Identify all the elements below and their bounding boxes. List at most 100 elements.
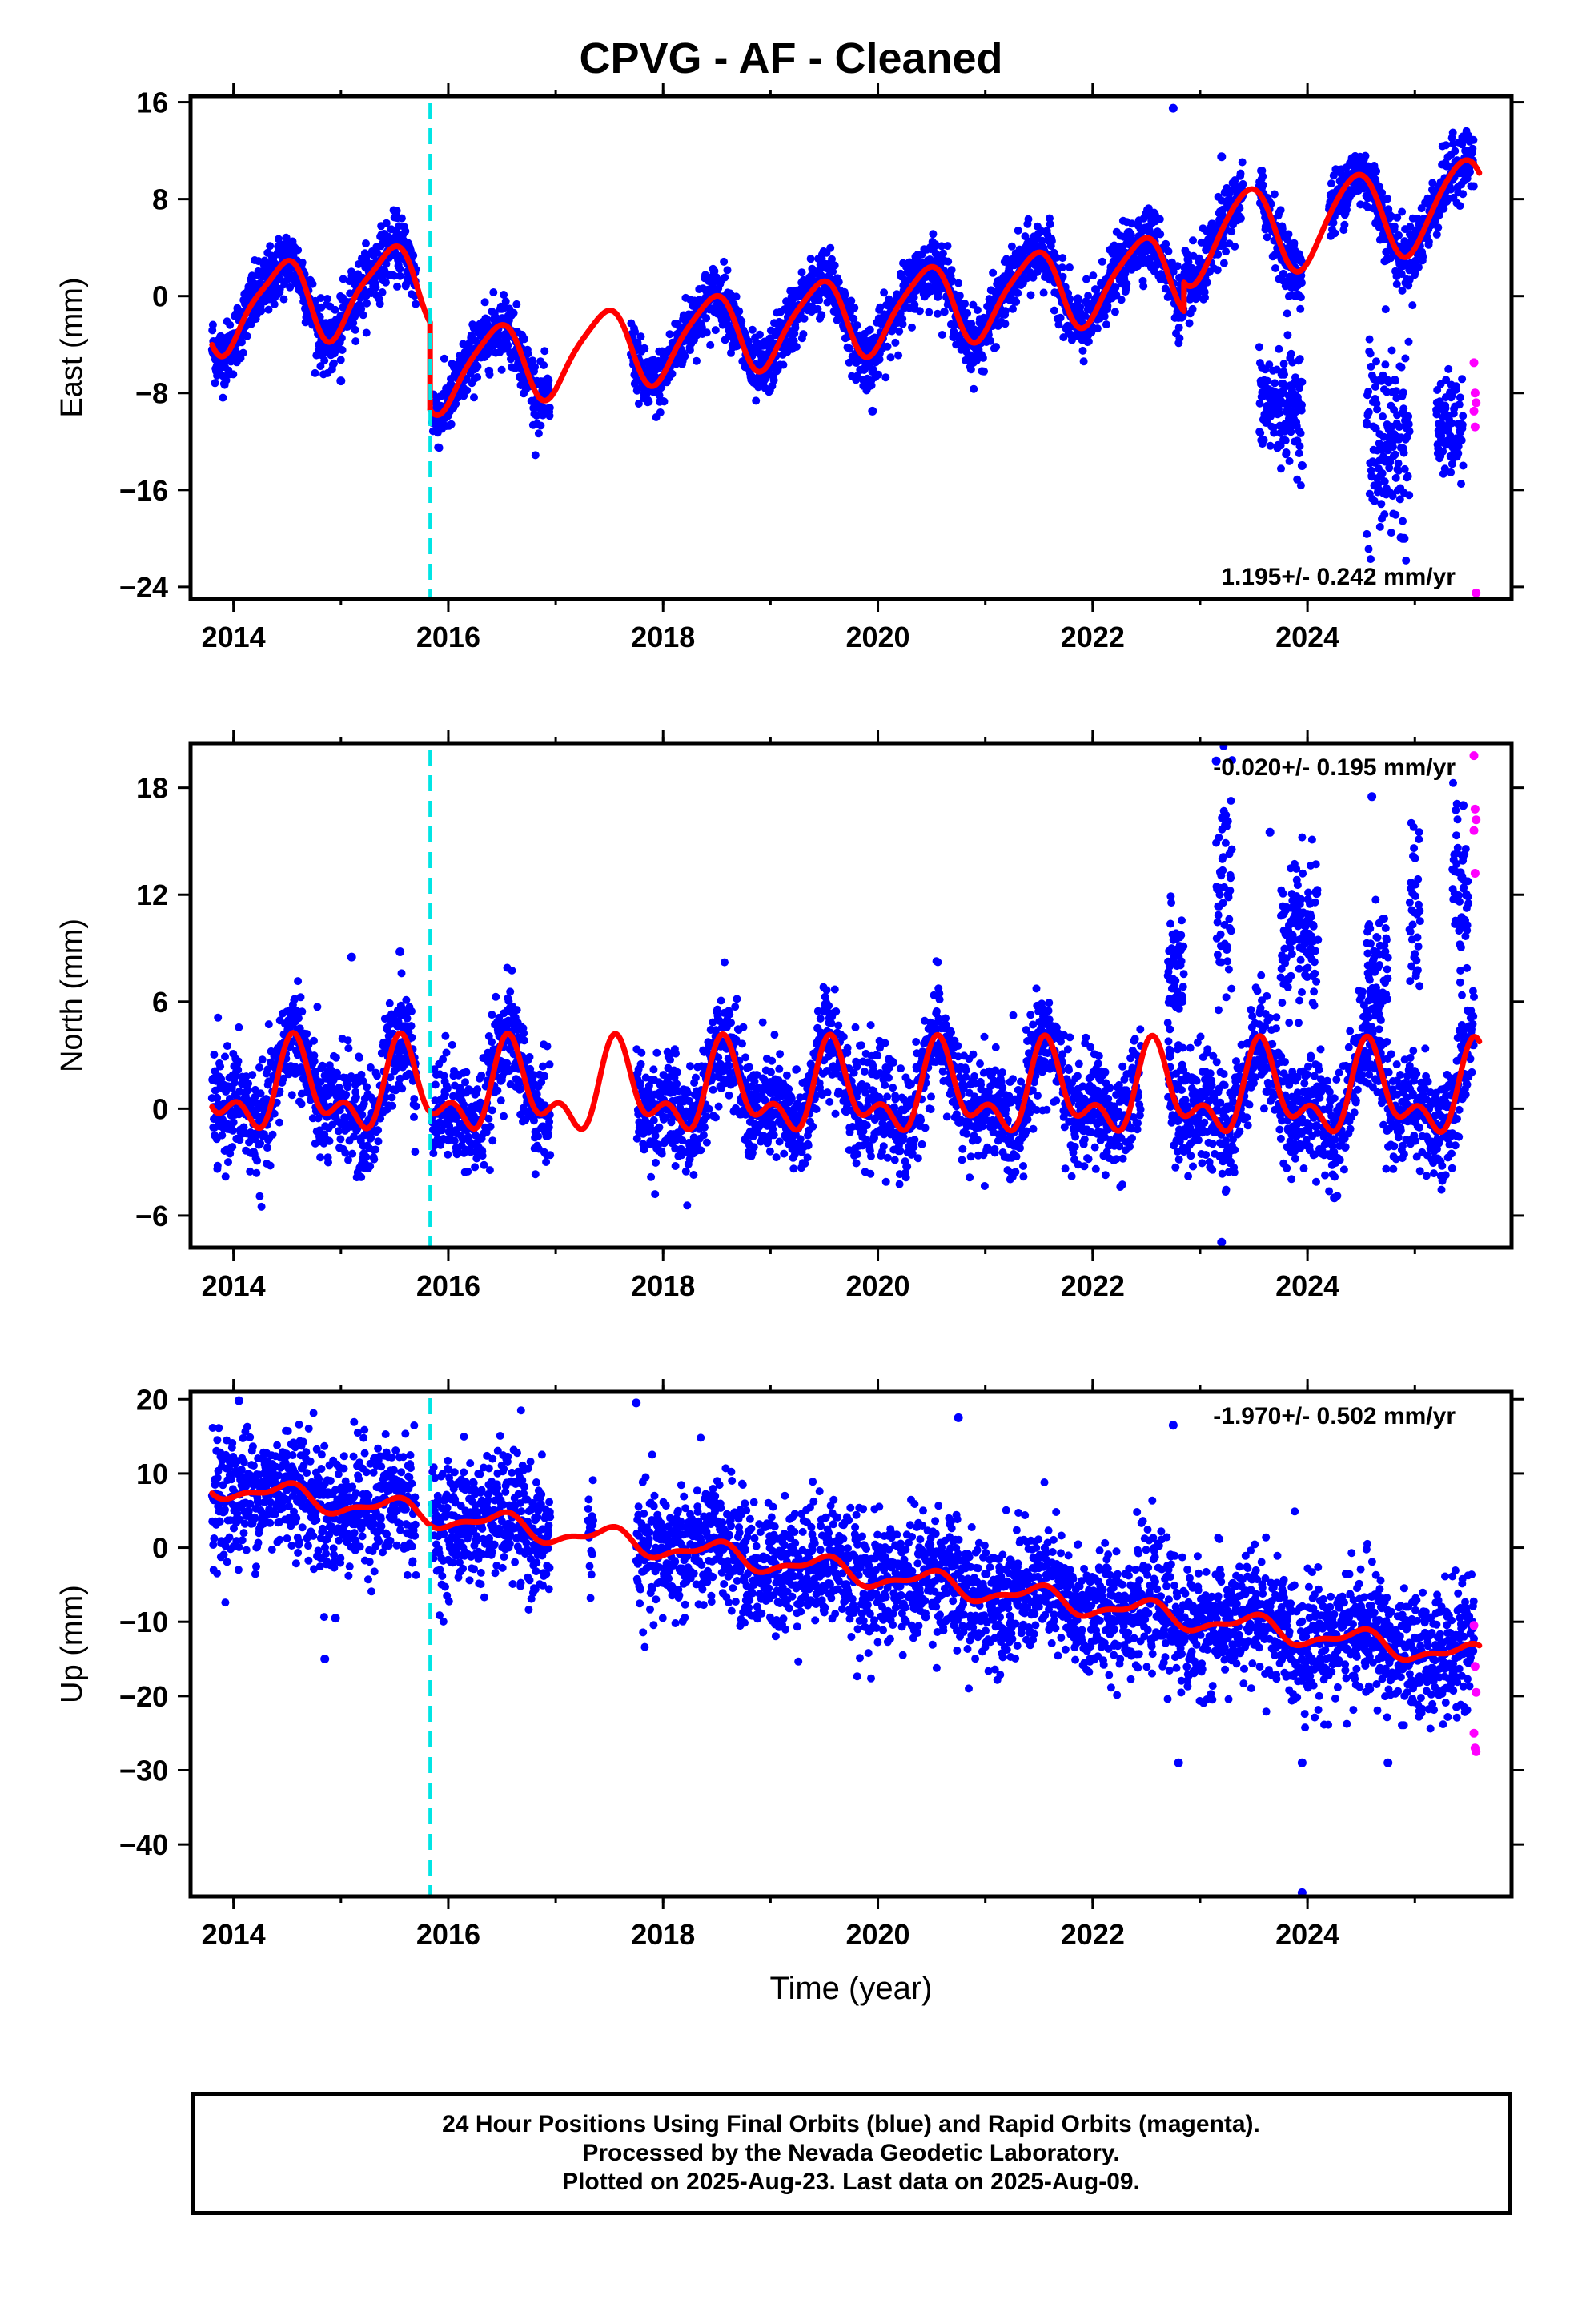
data-point — [504, 341, 512, 349]
data-point — [410, 1095, 419, 1104]
data-point — [311, 1067, 319, 1076]
x-tick-label: 2022 — [1061, 621, 1125, 653]
data-point — [392, 207, 401, 215]
data-point — [1370, 497, 1379, 505]
data-point — [263, 1144, 271, 1152]
data-point — [966, 365, 975, 374]
data-point — [1014, 226, 1022, 235]
data-point — [248, 1071, 257, 1080]
data-point — [296, 993, 305, 1002]
data-point — [1066, 295, 1074, 304]
data-point — [350, 1132, 358, 1141]
data-point — [387, 1093, 396, 1102]
data-point — [390, 271, 399, 280]
data-point — [308, 279, 317, 288]
data-point — [216, 1062, 225, 1071]
data-point — [1082, 275, 1090, 283]
data-point — [655, 391, 664, 400]
outlier-point — [1168, 103, 1178, 113]
data-point — [242, 1072, 251, 1081]
data-point — [931, 240, 940, 249]
data-point — [1276, 206, 1285, 215]
data-point — [1373, 405, 1382, 414]
data-point — [813, 304, 822, 313]
data-point — [1363, 529, 1371, 538]
data-point — [1399, 517, 1407, 525]
data-point — [1366, 349, 1375, 358]
data-point — [224, 1158, 232, 1167]
data-point — [1364, 408, 1373, 416]
data-point — [275, 1118, 283, 1127]
data-point — [403, 1014, 412, 1023]
data-point — [1381, 360, 1390, 369]
y-tick-label: 8 — [152, 183, 168, 216]
data-point — [1383, 195, 1392, 203]
data-point — [876, 303, 885, 312]
data-point — [1127, 219, 1136, 228]
data-point — [1405, 427, 1414, 436]
data-point — [1139, 282, 1148, 291]
data-point — [943, 242, 952, 251]
data-point — [1213, 266, 1222, 275]
data-point — [1014, 288, 1022, 297]
data-point — [720, 257, 729, 266]
data-point — [316, 1153, 325, 1162]
data-point — [1282, 448, 1291, 456]
data-point — [331, 305, 339, 314]
data-point — [480, 298, 489, 307]
data-point — [1175, 334, 1184, 343]
data-point — [1466, 167, 1474, 176]
data-point — [1078, 346, 1087, 355]
data-point — [1266, 441, 1275, 450]
data-point — [371, 283, 380, 292]
data-point — [1391, 473, 1400, 482]
data-point — [925, 308, 934, 316]
data-point — [1050, 306, 1058, 315]
data-point — [1377, 500, 1386, 509]
data-point — [1281, 436, 1290, 444]
data-point — [334, 1127, 343, 1136]
data-point — [411, 1148, 420, 1156]
data-point — [1021, 232, 1030, 241]
data-point — [244, 1079, 252, 1088]
data-point — [853, 321, 861, 330]
data-point — [534, 429, 543, 438]
data-point — [270, 1109, 279, 1118]
data-point — [693, 356, 701, 365]
data-point — [1271, 264, 1279, 272]
data-point — [891, 338, 900, 347]
data-point — [1278, 224, 1287, 233]
data-point — [1255, 399, 1264, 408]
data-point — [1295, 442, 1304, 451]
data-point — [297, 1100, 306, 1108]
data-point — [867, 381, 876, 390]
data-point — [1058, 272, 1067, 281]
x-tick-label: 2016 — [416, 621, 480, 653]
data-point — [536, 421, 545, 430]
data-point — [393, 282, 401, 291]
data-point — [869, 365, 877, 374]
data-point — [1169, 267, 1178, 276]
data-point — [351, 325, 359, 334]
data-point — [316, 1078, 325, 1087]
data-point — [402, 995, 411, 1004]
data-point — [287, 1091, 296, 1100]
data-point — [1456, 202, 1464, 211]
data-point — [1288, 358, 1297, 367]
data-point — [213, 1093, 222, 1102]
data-point — [1298, 378, 1307, 386]
data-point — [1455, 400, 1464, 409]
data-point — [239, 348, 247, 357]
data-point — [1392, 279, 1401, 288]
data-point — [1391, 376, 1399, 385]
east-final-orbit-points — [207, 103, 1478, 565]
data-point — [348, 1149, 357, 1158]
data-point — [1255, 343, 1263, 352]
data-point — [1279, 269, 1287, 278]
data-point — [258, 1055, 267, 1064]
data-point — [1285, 456, 1294, 465]
data-point — [294, 977, 303, 986]
data-point — [1201, 293, 1209, 302]
data-point — [1214, 250, 1223, 259]
